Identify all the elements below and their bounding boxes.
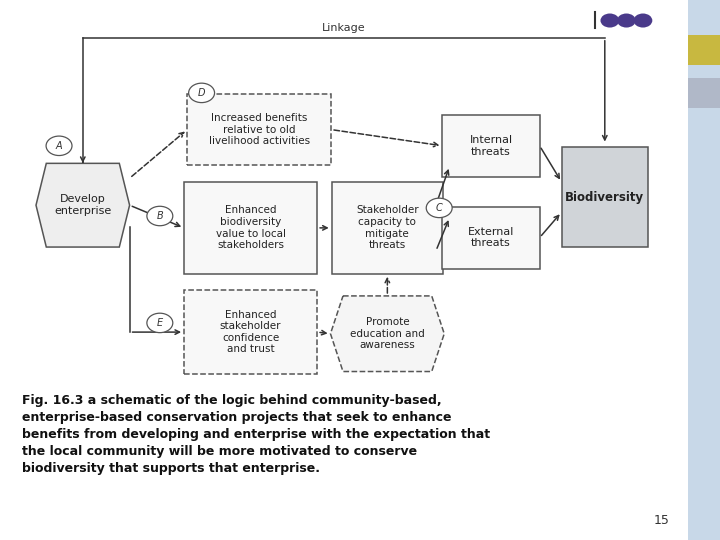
Text: 15: 15 [654, 514, 670, 526]
FancyBboxPatch shape [562, 147, 648, 247]
Text: E: E [157, 318, 163, 328]
Circle shape [634, 14, 652, 28]
Circle shape [147, 313, 173, 333]
Text: External
threats: External threats [468, 227, 514, 248]
Circle shape [600, 14, 619, 28]
Text: Fig. 16.3 a schematic of the logic behind community-based,
enterprise-based cons: Fig. 16.3 a schematic of the logic behin… [22, 394, 490, 475]
FancyBboxPatch shape [184, 182, 317, 274]
Text: A: A [55, 141, 63, 151]
Text: D: D [198, 88, 205, 98]
FancyBboxPatch shape [331, 182, 444, 274]
Text: B: B [156, 211, 163, 221]
Polygon shape [330, 296, 444, 372]
Text: Promote
education and
awareness: Promote education and awareness [350, 317, 425, 350]
Circle shape [46, 136, 72, 156]
FancyBboxPatch shape [187, 94, 331, 165]
Circle shape [189, 83, 215, 103]
Text: Enhanced
biodiversity
value to local
stakeholders: Enhanced biodiversity value to local sta… [215, 206, 286, 250]
Polygon shape [688, 78, 720, 108]
Text: Biodiversity: Biodiversity [565, 191, 644, 204]
Text: Linkage: Linkage [323, 23, 366, 33]
Polygon shape [688, 35, 720, 65]
Circle shape [426, 198, 452, 218]
Text: Stakeholder
capacity to
mitigate
threats: Stakeholder capacity to mitigate threats [356, 206, 418, 250]
Text: C: C [436, 203, 443, 213]
FancyBboxPatch shape [442, 115, 540, 177]
Text: Increased benefits
relative to old
livelihood activities: Increased benefits relative to old livel… [209, 113, 310, 146]
Circle shape [617, 14, 636, 28]
Text: Enhanced
stakeholder
confidence
and trust: Enhanced stakeholder confidence and trus… [220, 310, 282, 354]
FancyBboxPatch shape [688, 0, 720, 540]
FancyBboxPatch shape [442, 206, 540, 268]
FancyBboxPatch shape [184, 291, 317, 374]
Circle shape [147, 206, 173, 226]
FancyBboxPatch shape [0, 0, 688, 540]
Text: Internal
threats: Internal threats [469, 135, 513, 157]
Text: Develop
enterprise: Develop enterprise [54, 194, 112, 216]
Polygon shape [36, 163, 130, 247]
